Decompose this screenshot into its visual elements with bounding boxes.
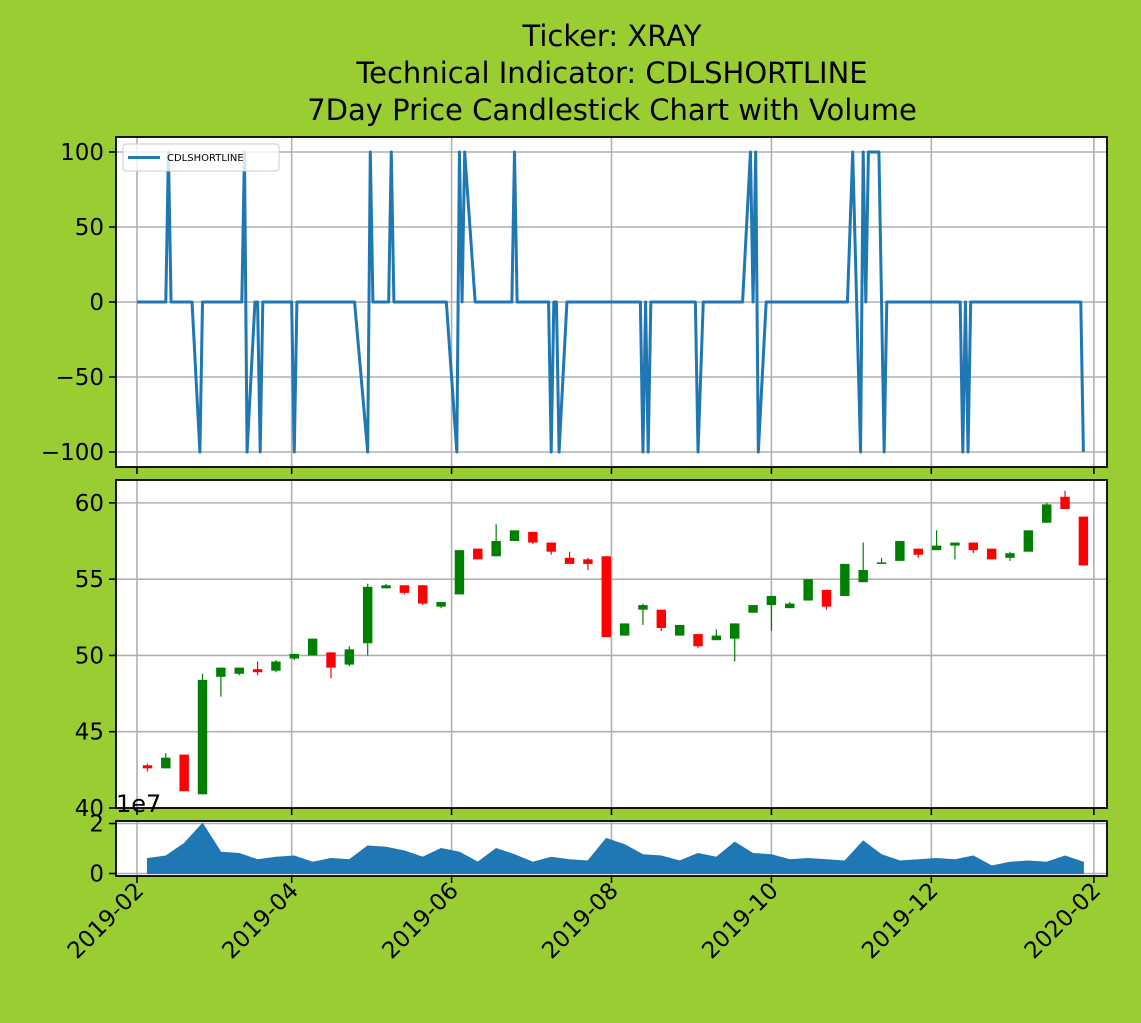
y-tick-label: −100 bbox=[41, 440, 104, 466]
x-tick-label: 2020-02 bbox=[1020, 878, 1106, 964]
candle-body bbox=[693, 634, 703, 647]
candle-body bbox=[895, 541, 905, 561]
candle-body bbox=[564, 557, 575, 564]
candle-body bbox=[766, 595, 777, 606]
y-tick-label: 2 bbox=[89, 812, 104, 838]
candle-body bbox=[1078, 516, 1089, 566]
x-tick-label: 2019-12 bbox=[857, 878, 943, 964]
candle-body bbox=[142, 765, 153, 769]
x-tick-label: 2019-02 bbox=[63, 878, 149, 964]
candle-body bbox=[785, 603, 795, 609]
volume-panel: 02 bbox=[89, 812, 1108, 888]
candle-body bbox=[179, 754, 189, 792]
x-tick-label: 2019-08 bbox=[537, 878, 623, 964]
legend-box bbox=[122, 143, 280, 172]
y-tick-label: −50 bbox=[55, 365, 104, 391]
candle-body bbox=[326, 652, 336, 668]
candle-body bbox=[986, 548, 997, 560]
candle-body bbox=[473, 548, 483, 560]
y-tick-label: 55 bbox=[75, 567, 104, 593]
x-tick-label: 2019-10 bbox=[697, 878, 783, 964]
legend: CDLSHORTLINE bbox=[122, 143, 280, 172]
candle-body bbox=[601, 556, 611, 638]
candle-body bbox=[1005, 553, 1015, 558]
y-tick-label: 50 bbox=[75, 215, 104, 241]
candle-body bbox=[711, 635, 722, 641]
y-tick-label: 60 bbox=[75, 491, 104, 517]
candle-body bbox=[399, 585, 410, 593]
legend-label: CDLSHORTLINE bbox=[167, 153, 244, 164]
candle-body bbox=[931, 545, 942, 551]
candle-body bbox=[234, 667, 244, 674]
indicator-line bbox=[136, 150, 1085, 454]
title-line-2: Technical Indicator: CDLSHORTLINE bbox=[355, 56, 867, 90]
candle-body bbox=[546, 542, 556, 552]
volume-area bbox=[146, 822, 1084, 874]
candle-body bbox=[950, 542, 960, 546]
y-tick-label: 45 bbox=[75, 720, 104, 746]
x-axis: 2019-02 2019-04 2019-06 2019-08 2019-10 2019-… bbox=[63, 878, 1106, 964]
candle-body bbox=[656, 609, 667, 628]
candle-body bbox=[161, 757, 171, 769]
candle-body bbox=[913, 548, 923, 555]
candle-body bbox=[436, 602, 446, 607]
candle-body bbox=[344, 649, 355, 665]
candle-body bbox=[803, 579, 813, 601]
candle-body bbox=[528, 531, 538, 543]
candle-body bbox=[968, 542, 979, 551]
candle-body bbox=[583, 559, 593, 564]
candle-body bbox=[638, 605, 648, 610]
candle-body bbox=[509, 530, 520, 542]
candle-body bbox=[418, 585, 428, 604]
title-line-3: 7Day Price Candlestick Chart with Volume bbox=[307, 93, 917, 127]
candle-body bbox=[252, 669, 263, 673]
y-tick-label: 0 bbox=[89, 290, 104, 316]
candle-body bbox=[362, 586, 373, 644]
volume-offset-label: 1e7 bbox=[116, 790, 161, 818]
candle-body bbox=[216, 667, 226, 677]
candle-body bbox=[619, 623, 630, 636]
candle-body bbox=[271, 661, 281, 671]
chart-title: Ticker: XRAY Technical Indicator: CDLSHO… bbox=[307, 19, 917, 127]
candle-body bbox=[289, 653, 299, 659]
y-tick-label: 0 bbox=[89, 862, 104, 888]
indicator-panel: 100 50 0 −50 −100 bbox=[41, 136, 1108, 474]
candle-body bbox=[1060, 496, 1070, 509]
candle-body bbox=[381, 585, 391, 589]
candle-body bbox=[307, 638, 318, 656]
candle-body bbox=[454, 550, 465, 595]
price-panel: 40 45 50 55 60 bbox=[75, 479, 1108, 822]
candle-body bbox=[821, 589, 832, 607]
candle-body bbox=[1041, 504, 1052, 523]
candle-body bbox=[748, 605, 758, 613]
candle-body bbox=[197, 679, 208, 795]
candle-body bbox=[730, 623, 740, 639]
y-tick-label: 40 bbox=[75, 796, 104, 822]
x-tick-label: 2019-06 bbox=[377, 878, 463, 964]
y-tick-label: 50 bbox=[75, 643, 104, 669]
candle-body bbox=[674, 624, 685, 636]
x-tick-label: 2019-04 bbox=[218, 878, 304, 964]
candle-body bbox=[840, 563, 850, 596]
y-tick-label: 100 bbox=[60, 140, 104, 166]
candle-body bbox=[876, 562, 887, 564]
candle-body bbox=[491, 541, 501, 557]
title-line-1: Ticker: XRAY bbox=[522, 19, 702, 53]
candle-body bbox=[1023, 530, 1034, 552]
candle-body bbox=[858, 570, 868, 583]
